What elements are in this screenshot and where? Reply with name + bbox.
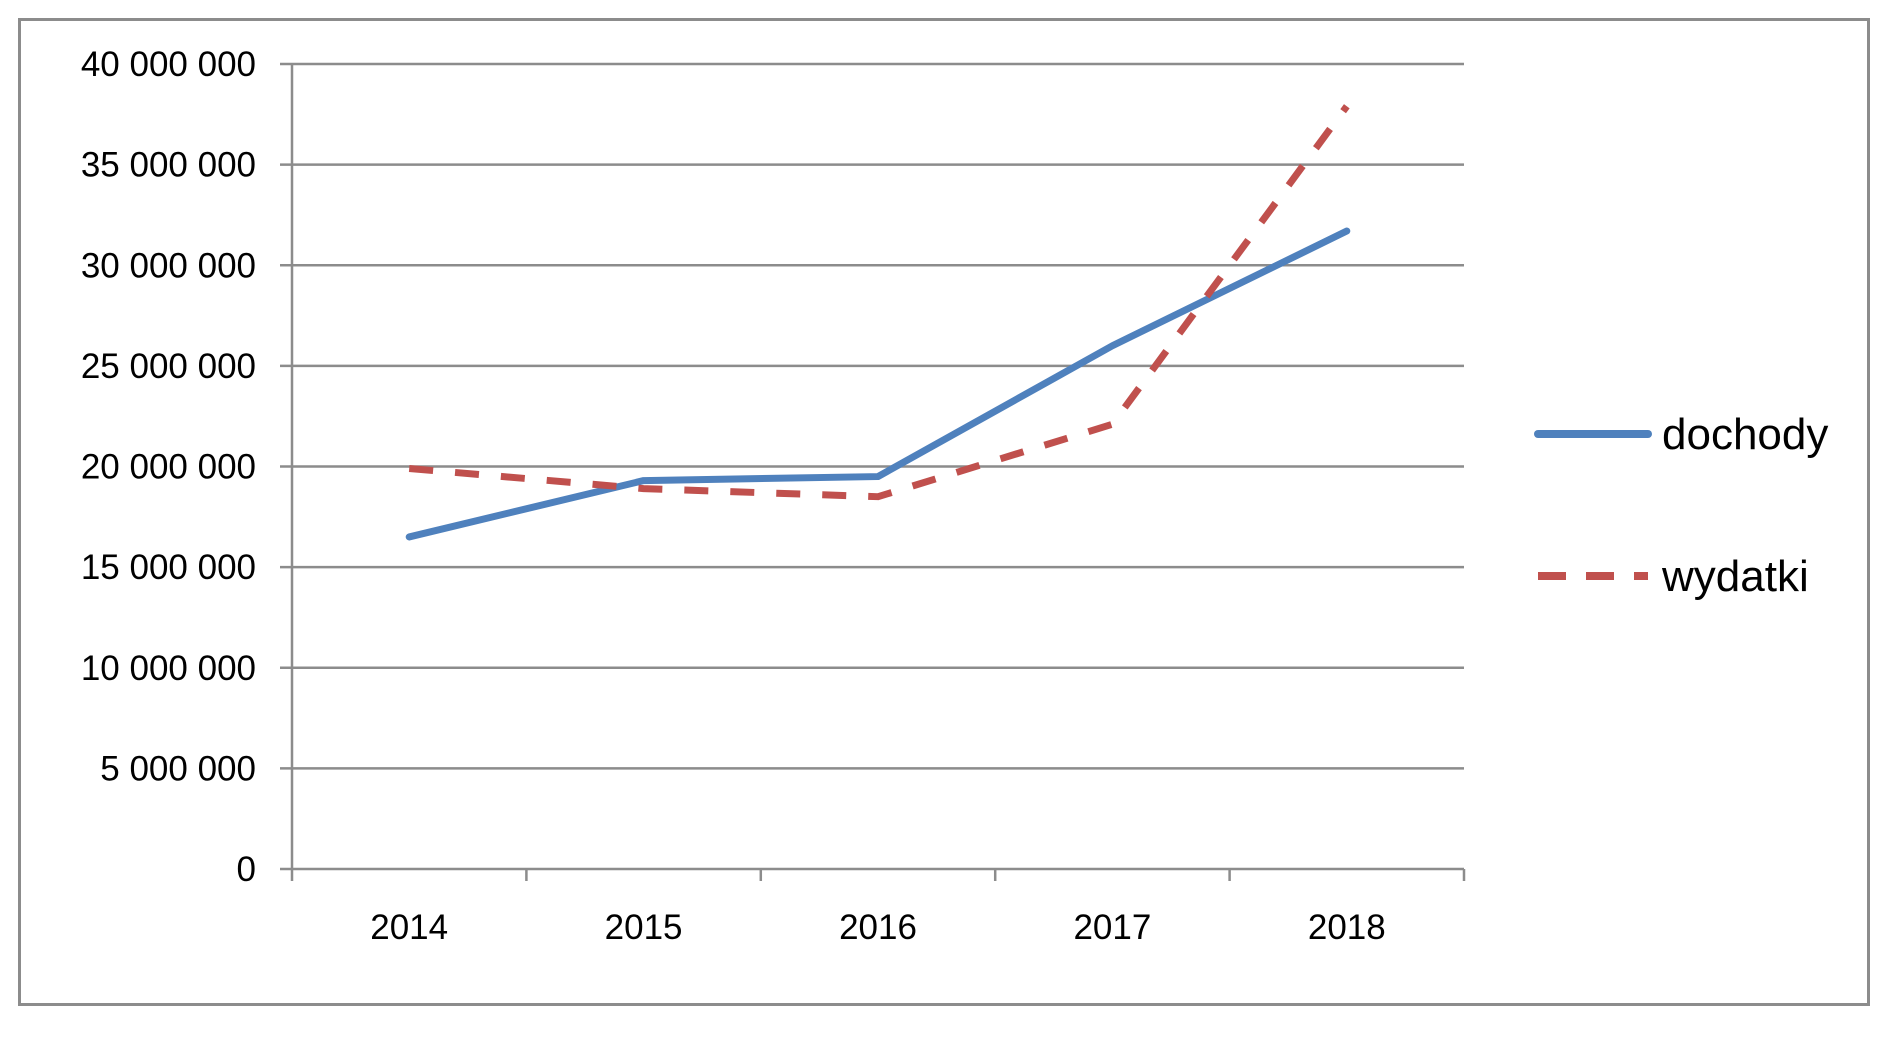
x-tick-label: 2018: [1308, 908, 1386, 947]
y-tick-label: 5 000 000: [100, 749, 256, 788]
y-tick-label: 0: [237, 850, 256, 889]
gridlines: [292, 62, 1464, 770]
y-tick-label: 20 000 000: [81, 448, 256, 487]
series-line-wydatki: [408, 104, 1350, 501]
y-tick-label: 40 000 000: [81, 45, 256, 84]
y-tick-label: 25 000 000: [81, 347, 256, 386]
series-lines: [405, 104, 1351, 541]
x-tick-label: 2015: [605, 908, 683, 947]
legend: dochody wydatki: [1534, 410, 1828, 601]
axes: [280, 62, 1466, 881]
legend-label-wydatki: wydatki: [1661, 552, 1809, 601]
y-tick-label: 10 000 000: [81, 649, 256, 688]
y-tick-label: 35 000 000: [81, 146, 256, 185]
x-tick-label: 2014: [370, 908, 448, 947]
legend-label-dochody: dochody: [1662, 410, 1828, 459]
x-tick-label: 2016: [839, 908, 917, 947]
y-tick-label: 30 000 000: [81, 246, 256, 285]
y-tick-label: 15 000 000: [81, 548, 256, 587]
tick-labels: 0 5 000 000 10 000 000 15 000 000 20 000 000…: [81, 45, 1386, 947]
series-line-dochody: [405, 227, 1351, 541]
x-tick-label: 2017: [1073, 908, 1151, 947]
chart-frame: [18, 18, 1870, 1006]
